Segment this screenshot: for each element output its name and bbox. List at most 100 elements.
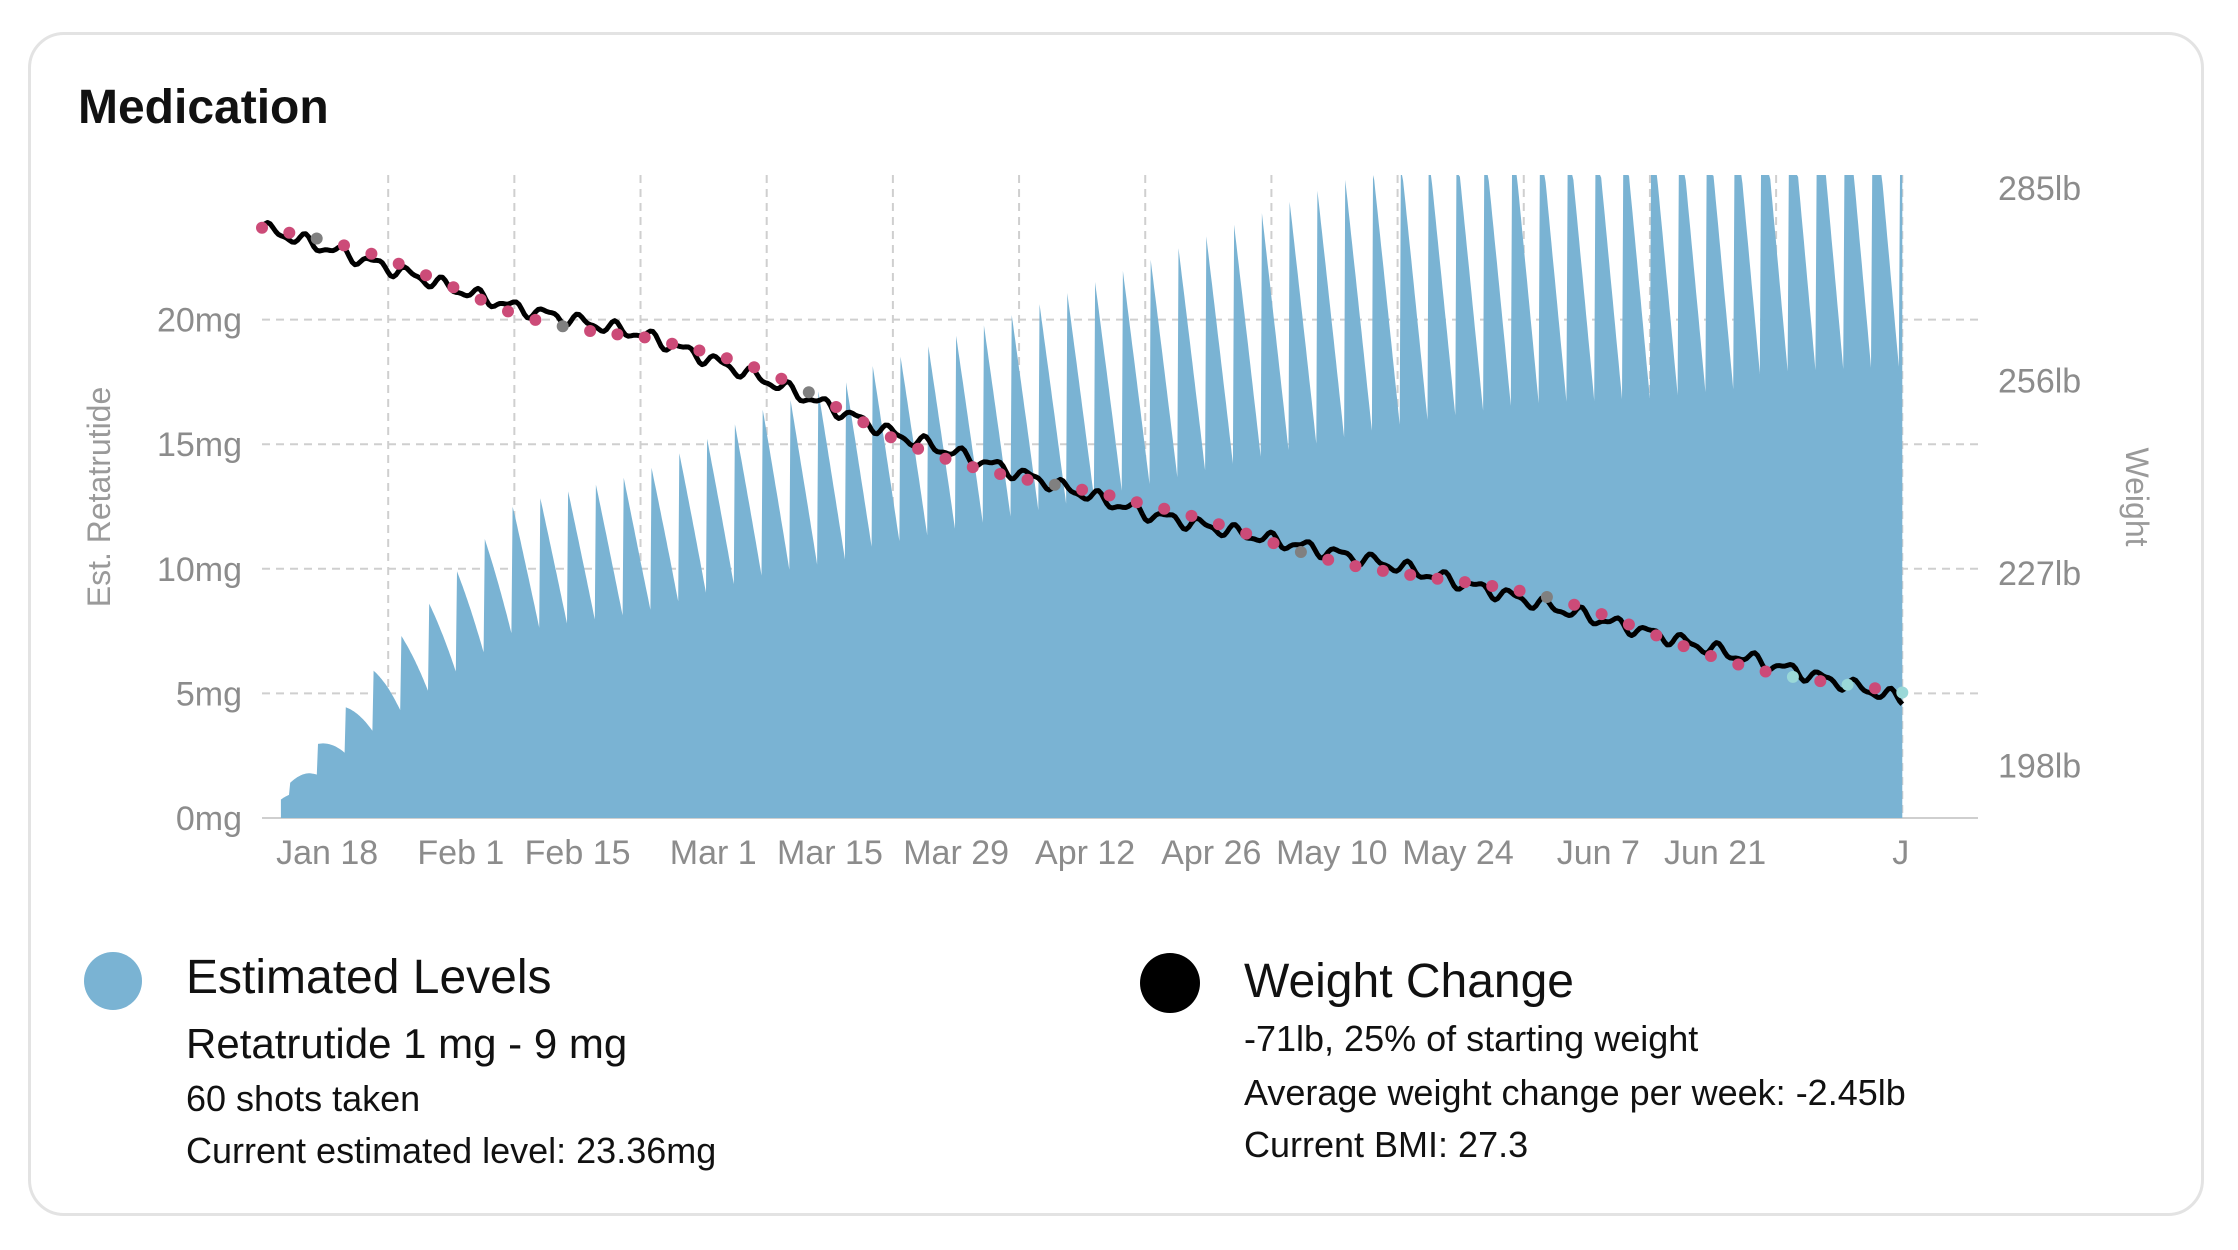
weight-marker (1458, 576, 1471, 589)
weight-marker (420, 269, 432, 282)
left-tick-5: 5mg (176, 675, 242, 713)
weight-marker (1650, 629, 1663, 642)
weight-marker (474, 293, 487, 306)
weight-marker (693, 344, 706, 357)
right-tick-227: 227lb (1998, 555, 2081, 593)
x-tick-3: Mar 1 (670, 834, 757, 872)
left-tick-20: 20mg (157, 302, 242, 340)
right-axis-title: Weight (2119, 447, 2155, 546)
weight-marker (1404, 568, 1417, 581)
x-tick-8: May 10 (1276, 834, 1388, 872)
weight-marker (884, 431, 897, 444)
weight-marker (830, 401, 843, 413)
weight-marker (638, 331, 651, 344)
weight-marker (857, 416, 870, 429)
weight-marker (1814, 675, 1827, 688)
left-tick-10: 10mg (157, 551, 242, 589)
weight-marker (748, 361, 761, 374)
weight-marker (802, 386, 815, 399)
weight-marker (1568, 598, 1581, 611)
x-tick-9: May 24 (1402, 834, 1514, 872)
weight-change-text: -71lb, 25% of starting weight (1244, 1018, 1699, 1059)
x-tick-11: Jun 21 (1664, 834, 1766, 872)
weight-legend-dot (1140, 953, 1200, 1013)
weight-marker (1486, 580, 1499, 592)
weight-marker (1021, 473, 1034, 486)
weight-marker (720, 352, 733, 365)
weight-marker (392, 257, 405, 270)
weight-marker (1294, 546, 1307, 558)
weight-marker (338, 239, 350, 252)
weight-marker (1896, 686, 1909, 699)
weight-marker (1513, 584, 1526, 597)
x-axis-ticks: Jan 18 Feb 1 Feb 15 Mar 1 Mar 15 Mar 29 Apr 12… (276, 834, 1909, 872)
right-tick-285: 285lb (1998, 170, 2081, 208)
weight-marker (1185, 509, 1198, 522)
weight-marker (1677, 640, 1690, 653)
weight-marker (1431, 572, 1444, 585)
x-tick-6: Apr 12 (1035, 834, 1135, 872)
weight-marker (256, 221, 268, 234)
weight-marker (529, 313, 542, 326)
levels-current: Current estimated level: 23.36mg (186, 1130, 717, 1171)
weight-marker (1130, 496, 1143, 509)
weight-marker (1212, 518, 1225, 531)
x-tick-12: J (1892, 834, 1909, 872)
left-tick-15: 15mg (157, 426, 242, 464)
left-axis-ticks: 0mg 5mg 10mg 15mg 20mg (157, 302, 242, 838)
left-tick-0: 0mg (176, 800, 242, 838)
weight-marker (1076, 483, 1089, 496)
right-tick-198: 198lb (1998, 748, 2081, 786)
weight-marker (310, 232, 323, 245)
weight-marker (556, 320, 569, 333)
weight-marker (584, 325, 597, 337)
weight-marker (1103, 489, 1116, 502)
weight-bmi-text: Current BMI: 27.3 (1244, 1124, 1529, 1165)
weight-marker (283, 226, 296, 239)
weight-marker (1786, 670, 1799, 683)
x-tick-1: Feb 1 (417, 834, 504, 872)
x-tick-0: Jan 18 (276, 834, 378, 872)
weight-marker (502, 305, 514, 318)
weight-marker (447, 281, 460, 294)
right-axis-ticks: 198lb 227lb 256lb 285lb (1998, 170, 2081, 786)
weight-marker (994, 468, 1007, 480)
x-tick-4: Mar 15 (777, 834, 883, 872)
weight-markers (256, 221, 1909, 699)
weight-marker (1048, 478, 1061, 491)
weight-marker (365, 247, 378, 260)
weight-marker (1841, 678, 1854, 691)
weight-marker (666, 337, 679, 350)
weight-average-text: Average weight change per week: -2.45lb (1244, 1072, 1906, 1113)
weight-marker (912, 442, 925, 455)
weight-marker (1376, 564, 1389, 577)
x-tick-10: Jun 7 (1557, 834, 1640, 872)
levels-shots: 60 shots taken (186, 1078, 421, 1119)
weight-marker (775, 372, 788, 385)
weight-marker (1240, 527, 1253, 540)
weight-line-path (259, 220, 1905, 706)
weight-marker (1322, 553, 1335, 566)
weight-marker (1158, 502, 1171, 515)
levels-legend-title: Estimated Levels (186, 951, 552, 1004)
weight-marker (611, 328, 624, 341)
left-axis-title: Est. Retatrutide (81, 387, 117, 608)
weight-marker (1540, 591, 1553, 603)
right-tick-256: 256lb (1998, 363, 2081, 401)
weight-marker (1267, 537, 1280, 550)
x-tick-5: Mar 29 (903, 834, 1009, 872)
weight-line (259, 220, 1905, 706)
x-tick-2: Feb 15 (525, 834, 631, 872)
levels-legend-dot (84, 952, 142, 1010)
weight-marker (1759, 665, 1772, 678)
weight-marker (1704, 650, 1717, 662)
weight-marker (1869, 682, 1881, 695)
weight-marker (1732, 658, 1745, 671)
x-tick-7: Apr 26 (1161, 834, 1261, 872)
weight-legend-title: Weight Change (1244, 955, 1574, 1008)
levels-medication: Retatrutide 1 mg - 9 mg (186, 1020, 628, 1067)
weight-marker (939, 452, 952, 465)
weight-marker (1622, 618, 1635, 631)
weight-marker (966, 461, 979, 474)
